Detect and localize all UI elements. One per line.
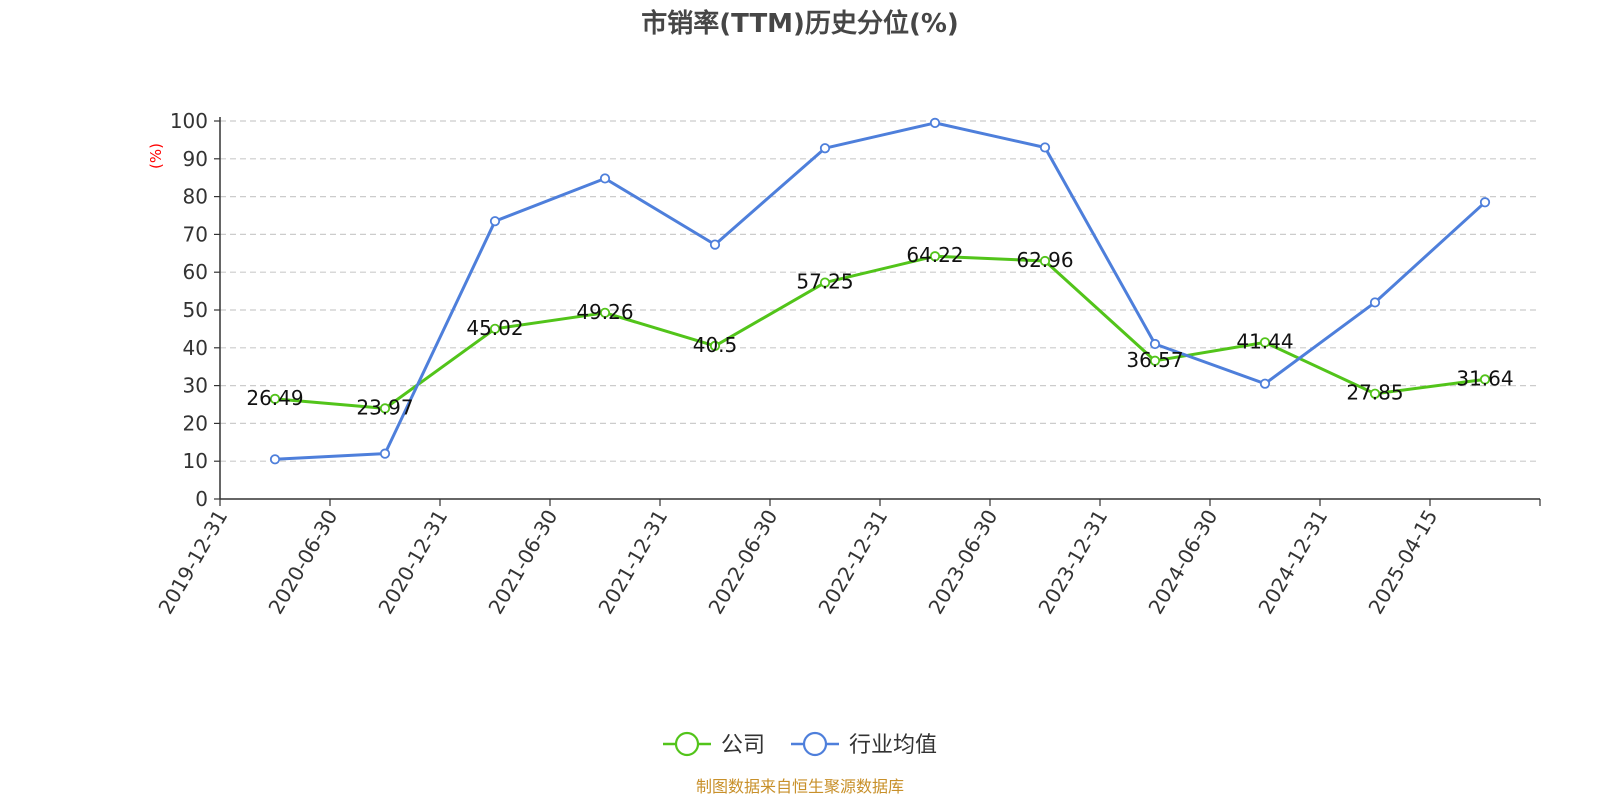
grid-lines <box>220 120 1540 462</box>
y-tick-label: 30 <box>183 374 208 398</box>
y-tick-label: 10 <box>183 449 208 473</box>
axes: 0 10 20 30 40 50 60 70 80 90 100 2019-12-31 2020-06-… <box>153 109 1541 619</box>
data-point[interactable] <box>929 251 941 262</box>
data-point[interactable] <box>599 307 611 318</box>
legend-item[interactable]: 行业均值 <box>791 731 937 758</box>
data-label: 31.64 <box>1456 366 1513 390</box>
y-tick-label: 0 <box>195 487 208 511</box>
data-point[interactable] <box>379 448 391 459</box>
data-label: 27.85 <box>1346 381 1403 405</box>
x-tick-label: 2024-06-30 <box>1143 506 1222 619</box>
y-tick-label: 100 <box>170 109 208 133</box>
legend-marker-icon <box>802 731 828 757</box>
series-lines <box>269 117 1491 465</box>
data-label: 40.5 <box>693 333 738 357</box>
data-label: 64.22 <box>906 243 963 267</box>
x-tick-label: 2025-04-15 <box>1363 506 1442 619</box>
legend-label: 公司 <box>721 733 765 758</box>
data-point[interactable] <box>709 340 721 352</box>
x-tick-label: 2022-12-31 <box>813 506 892 619</box>
data-point[interactable] <box>599 173 611 184</box>
data-point[interactable] <box>1369 297 1381 308</box>
data-labels: 26.49 23.97 45.02 49.26 40.5 57.25 64.22 62.96 3… <box>246 243 1513 419</box>
y-tick-label: 90 <box>183 147 208 171</box>
y-tick-label: 60 <box>183 260 208 284</box>
x-tick-label: 2023-12-31 <box>1033 506 1112 619</box>
data-point[interactable] <box>489 323 501 334</box>
data-point[interactable] <box>1479 197 1491 208</box>
data-point[interactable] <box>1479 374 1491 385</box>
series-1 <box>269 251 1491 414</box>
data-point[interactable] <box>269 454 281 465</box>
series-line <box>274 121 1487 461</box>
x-tick-label: 2023-06-30 <box>923 506 1002 619</box>
x-tick-label: 2019-12-31 <box>153 506 232 619</box>
data-label: 57.25 <box>796 270 853 294</box>
data-point[interactable] <box>1149 338 1161 350</box>
legend-label: 行业均值 <box>849 733 937 758</box>
data-point[interactable] <box>489 216 501 227</box>
y-tick-label: 20 <box>183 411 208 435</box>
x-tick-label: 2022-06-30 <box>703 506 782 619</box>
data-point[interactable] <box>1039 255 1051 267</box>
x-tick-label: 2021-12-31 <box>593 506 672 619</box>
data-label: 41.44 <box>1236 329 1293 353</box>
data-point[interactable] <box>1259 378 1271 389</box>
x-tick-label: 2020-12-31 <box>373 506 452 619</box>
data-point[interactable] <box>1369 388 1381 399</box>
source-note: 制图数据来自恒生聚源数据库 <box>696 777 904 796</box>
data-label: 26.49 <box>246 386 303 410</box>
legend-item[interactable]: 公司 <box>663 731 765 758</box>
data-point[interactable] <box>1149 355 1161 366</box>
data-point[interactable] <box>269 393 281 404</box>
data-point[interactable] <box>819 277 831 288</box>
data-point[interactable] <box>929 117 941 128</box>
x-tick-label: 2020-06-30 <box>263 506 342 619</box>
y-tick-label: 40 <box>183 336 208 360</box>
data-label: 36.57 <box>1126 348 1183 372</box>
y-axis-label: (%) <box>147 143 165 169</box>
data-label: 23.97 <box>356 395 413 419</box>
data-label: 49.26 <box>576 300 633 324</box>
data-point[interactable] <box>1039 142 1051 153</box>
x-tick-label: 2024-12-31 <box>1253 506 1332 619</box>
data-point[interactable] <box>709 239 721 250</box>
series-line <box>274 254 1486 410</box>
y-tick-label: 50 <box>183 298 208 322</box>
data-point[interactable] <box>819 143 831 154</box>
y-tick-label: 80 <box>183 185 208 209</box>
chart-title: 市销率(TTM)历史分位(%) <box>641 8 959 39</box>
data-point[interactable] <box>379 403 391 414</box>
data-point[interactable] <box>1259 337 1271 348</box>
data-label: 45.02 <box>466 316 523 340</box>
y-tick-label: 70 <box>183 222 208 246</box>
legend[interactable]: 公司 行业均值 <box>663 731 937 758</box>
legend-marker-icon <box>674 731 700 757</box>
data-label: 62.96 <box>1016 248 1073 272</box>
series-2 <box>269 117 1491 465</box>
x-tick-label: 2021-06-30 <box>483 506 562 619</box>
